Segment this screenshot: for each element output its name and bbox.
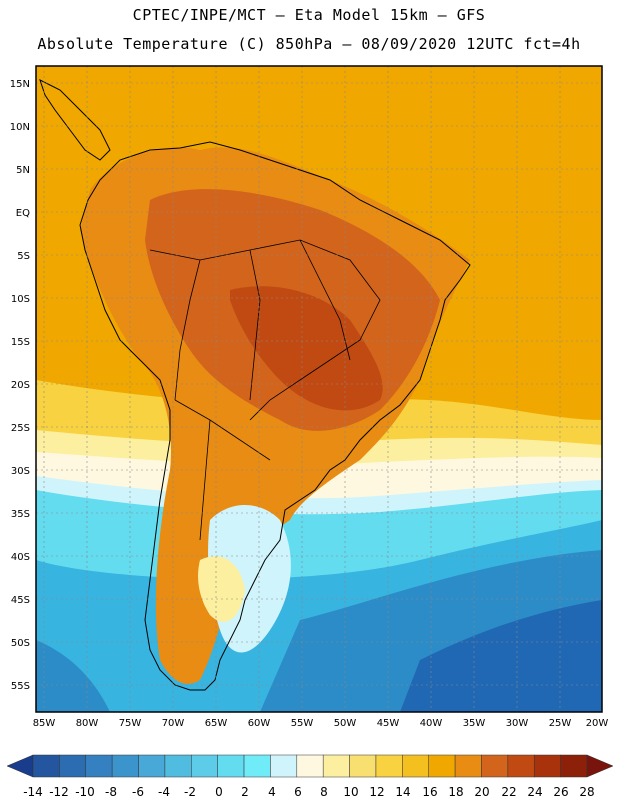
- colorbar-label: -12: [49, 785, 69, 799]
- lat-label: 50S: [11, 638, 30, 649]
- colorbar-swatch: [507, 754, 535, 778]
- colorbar-label: -14: [23, 785, 43, 799]
- colorbar-label: 16: [422, 785, 437, 799]
- lat-label: 30S: [11, 466, 30, 477]
- lat-label: 15S: [11, 337, 30, 348]
- lon-label: 55W: [291, 718, 314, 729]
- colorbar-label: 4: [268, 785, 276, 799]
- colorbar-swatch: [454, 754, 482, 778]
- colorbar-swatch: [243, 754, 271, 778]
- colorbar-swatch: [32, 754, 60, 778]
- colorbar-label: 22: [501, 785, 516, 799]
- colorbar-labels: -14 -12 -10 -8 -6 -4 -2 0 2 4 6 8 10 12 …: [23, 785, 594, 799]
- lat-label: 15N: [10, 79, 30, 90]
- field-cold5: [400, 600, 602, 712]
- colorbar-swatch: [296, 754, 324, 778]
- coastline-south-america: [79, 141, 471, 691]
- longitude-labels: 85W 80W 75W 70W 65W 60W 55W 50W 45W 40W …: [33, 718, 609, 729]
- lon-label: 75W: [119, 718, 142, 729]
- lat-label: 40S: [11, 552, 30, 563]
- lat-label: 5S: [17, 251, 30, 262]
- lat-label: 25S: [11, 423, 30, 434]
- lat-label: 10N: [10, 122, 30, 133]
- lon-label: 50W: [334, 718, 357, 729]
- colorbar-swatch: [375, 754, 403, 778]
- map-frame: [35, 65, 603, 713]
- colorbar-swatch: [322, 754, 350, 778]
- colorbar-swatch: [402, 754, 429, 778]
- colorbar-swatch: [349, 754, 377, 778]
- colorbar-swatch: [560, 754, 588, 778]
- colorbar-swatch: [164, 754, 192, 778]
- colorbar-swatch: [85, 754, 113, 778]
- colorbar-swatch: [111, 754, 139, 778]
- lon-label: 65W: [205, 718, 228, 729]
- colorbar-label: 28: [579, 785, 594, 799]
- lat-label: 45S: [11, 595, 30, 606]
- colorbar-label: -8: [105, 785, 117, 799]
- colorbar-swatches: [6, 754, 614, 778]
- colorbar-swatch: [428, 754, 456, 778]
- colorbar-swatch: [481, 754, 509, 778]
- map-title-line2: Absolute Temperature (C) 850hPa – 08/09/…: [37, 35, 581, 53]
- lat-label: 5N: [16, 165, 30, 176]
- lon-label: 20W: [586, 718, 609, 729]
- temperature-field: [36, 66, 602, 712]
- lon-label: 60W: [248, 718, 271, 729]
- latitude-labels: 15N 10N 5N EQ 5S 10S 15S 20S 25S 30S 35S…: [10, 79, 30, 692]
- colorbar-label: 12: [369, 785, 384, 799]
- colorbar-label: 24: [527, 785, 542, 799]
- lat-label: 55S: [11, 681, 30, 692]
- lon-label: 85W: [33, 718, 56, 729]
- colorbar-label: 6: [294, 785, 302, 799]
- colorbar-label: -2: [184, 785, 196, 799]
- lon-label: 35W: [463, 718, 486, 729]
- border-lines: [149, 239, 381, 541]
- lon-label: 70W: [162, 718, 185, 729]
- colorbar-swatch: [217, 754, 245, 778]
- lat-label: 10S: [11, 294, 30, 305]
- colorbar-label: 26: [553, 785, 568, 799]
- land-hottest: [230, 286, 383, 411]
- lat-label: 35S: [11, 509, 30, 520]
- colorbar-label: -6: [132, 785, 144, 799]
- colorbar-label: -10: [75, 785, 95, 799]
- colorbar-arrow-right: [586, 754, 614, 778]
- lat-label: 20S: [11, 380, 30, 391]
- lon-label: 45W: [377, 718, 400, 729]
- colorbar-label: 18: [448, 785, 463, 799]
- lon-label: 30W: [506, 718, 529, 729]
- colorbar-swatch: [59, 754, 87, 778]
- colorbar-label: 8: [320, 785, 328, 799]
- colorbar-label: 10: [343, 785, 358, 799]
- land-pale-patagonia: [198, 556, 245, 622]
- graticule: [36, 66, 602, 712]
- colorbar-label: -4: [158, 785, 170, 799]
- lon-label: 25W: [549, 718, 572, 729]
- lon-label: 80W: [76, 718, 99, 729]
- central-america: [39, 79, 111, 161]
- colorbar-swatch: [533, 754, 561, 778]
- field-cold5-west: [36, 640, 110, 712]
- colorbar-label: 2: [241, 785, 249, 799]
- colorbar-arrow-left: [6, 754, 34, 778]
- map-title-line1: CPTEC/INPE/MCT – Eta Model 15km – GFS: [132, 6, 486, 24]
- lon-label: 40W: [420, 718, 443, 729]
- colorbar-label: 0: [215, 785, 223, 799]
- colorbar-swatch: [138, 754, 166, 778]
- colorbar-label: 20: [474, 785, 489, 799]
- colorbar-swatch: [270, 754, 298, 778]
- colorbar-swatch: [191, 754, 218, 778]
- colorbar-label: 14: [395, 785, 410, 799]
- lat-label: EQ: [16, 208, 30, 219]
